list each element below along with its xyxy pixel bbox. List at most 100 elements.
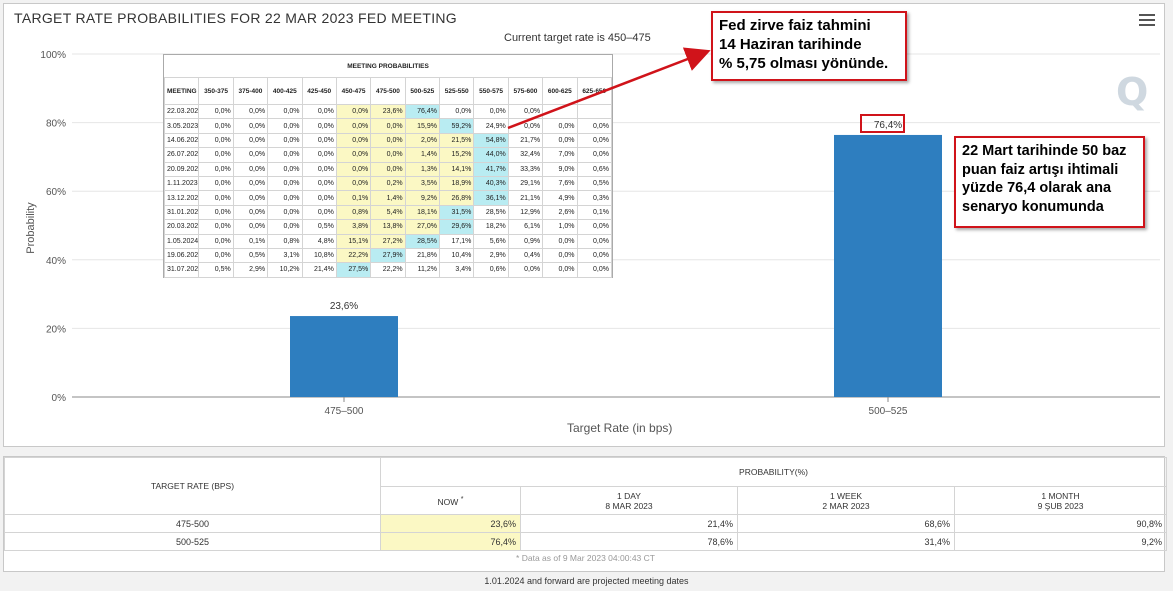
data-timestamp-note: * Data as of 9 Mar 2023 04:00:43 CT bbox=[516, 553, 655, 563]
footnote: 1.01.2024 and forward are projected meet… bbox=[484, 576, 689, 586]
cell-1day: 21,4% bbox=[520, 514, 738, 533]
chart-title: TARGET RATE PROBABILITIES FOR 22 MAR 202… bbox=[14, 10, 457, 26]
header-probability: PROBABILITY(%) bbox=[379, 457, 1168, 487]
inset-value-cell: 26,8% bbox=[438, 190, 475, 206]
callout-top-line: 14 Haziran tarihinde bbox=[719, 36, 862, 53]
inset-value-cell: 28,5% bbox=[404, 233, 441, 249]
table-row: 475-500 23,6% 21,4% 68,6% 90,8% bbox=[4, 514, 1168, 533]
callout-right-line: 22 Mart tarihinde 50 baz bbox=[962, 143, 1127, 159]
y-tick-label: 20% bbox=[46, 324, 66, 335]
inset-row: 26.07.2023 0,0% 0,0% 0,0% 0,0% 0,0% 0,0% 1,4% 15… bbox=[163, 147, 612, 163]
cell-1day: 78,6% bbox=[520, 532, 738, 551]
y-tick-label: 0% bbox=[52, 393, 67, 404]
y-tick-label: 60% bbox=[46, 187, 66, 198]
inset-header-cell: 525-550 bbox=[438, 77, 475, 105]
inset-row: 3.05.2023 0,0% 0,0% 0,0% 0,0% 0,0% 0,0% 15,9% 59… bbox=[163, 118, 612, 134]
bar-chart-plot: 0% 20% 40% 60% 80% 100% 23,6% 475–500 76,4% 500–5… bbox=[40, 50, 1160, 417]
inset-value-cell: 13,8% bbox=[370, 219, 406, 235]
inset-value-cell: 0,0% bbox=[507, 262, 544, 278]
inset-date-cell: 13.12.2023 bbox=[163, 190, 200, 206]
x-axis-title: Target Rate (in bps) bbox=[567, 421, 673, 435]
callout-top-line: Fed zirve faiz tahmini bbox=[719, 17, 871, 34]
watermark-logo: Q bbox=[1116, 70, 1149, 114]
inset-value-cell: 1,0% bbox=[542, 219, 578, 235]
inset-value-cell: 0,8% bbox=[335, 204, 372, 221]
inset-value-cell: 1,4% bbox=[404, 147, 441, 163]
inset-value-cell: 0,6% bbox=[473, 262, 509, 278]
inset-value-cell: 1,3% bbox=[404, 161, 441, 177]
inset-row: 31.07.2024 0,5% 2,9% 10,2% 21,4% 27,5% 22,2% 11… bbox=[163, 262, 612, 278]
cell-now: 76,4% bbox=[380, 532, 521, 551]
inset-value-cell: 54,8% bbox=[473, 132, 509, 149]
cell-1month: 9,2% bbox=[953, 532, 1168, 551]
inset-value-cell: 18,9% bbox=[438, 175, 475, 192]
inset-header-cell: 425-450 bbox=[301, 77, 337, 105]
probability-table: TARGET RATE (BPS) PROBABILITY(%) NOW * 1… bbox=[3, 456, 1168, 572]
bar-data-label: 76,4% bbox=[874, 120, 902, 131]
inset-row: 13.12.2023 0,0% 0,0% 0,0% 0,0% 0,1% 1,4% 9,2% 26… bbox=[163, 190, 612, 206]
inset-value-cell: 27,5% bbox=[335, 262, 372, 278]
y-tick-label: 80% bbox=[46, 119, 66, 130]
cell-rate: 500-525 bbox=[4, 532, 381, 551]
inset-value-cell: 0,0% bbox=[335, 118, 372, 134]
callout-right-line: puan faiz artışı ihtimali bbox=[962, 161, 1119, 178]
inset-value-cell: 0,0% bbox=[370, 118, 406, 134]
inset-value-cell: 44,0% bbox=[473, 147, 509, 163]
inset-value-cell: 0,0% bbox=[576, 147, 612, 163]
inset-value-cell: 14,1% bbox=[438, 161, 475, 177]
chart-subtitle: Current target rate is 450–475 bbox=[504, 32, 651, 44]
header-1week: 1 WEEK 2 MAR 2023 bbox=[737, 486, 955, 515]
cell-1week: 68,6% bbox=[737, 514, 955, 533]
inset-row: 1.05.2024 0,0% 0,1% 0,8% 4,8% 15,1% 27,2% 28,5%… bbox=[163, 233, 612, 249]
y-tick-label: 40% bbox=[46, 256, 66, 267]
hamburger-menu-icon[interactable] bbox=[1139, 14, 1155, 28]
inset-value-cell: 29,6% bbox=[438, 219, 475, 235]
bar bbox=[290, 316, 398, 397]
table-row: 500-525 76,4% 78,6% 31,4% 9,2% bbox=[4, 532, 1168, 551]
callout-main-scenario: 22 Mart tarihinde 50 baz puan faiz artış… bbox=[954, 136, 1145, 228]
header-now: NOW * bbox=[380, 486, 521, 515]
callout-right-line: yüzde 76,4 olarak ana bbox=[962, 180, 1112, 196]
cell-now: 23,6% bbox=[380, 514, 521, 533]
inset-header-cell: 600-625 bbox=[542, 77, 578, 105]
header-1day: 1 DAY 8 MAR 2023 bbox=[520, 486, 738, 515]
x-tick-label: 475–500 bbox=[325, 406, 364, 417]
inset-value-cell: 23,6% bbox=[370, 103, 406, 120]
inset-header-cell: 575-600 bbox=[507, 77, 544, 105]
inset-value-cell: 15,9% bbox=[404, 118, 441, 134]
inset-row: 20.09.2023 0,0% 0,0% 0,0% 0,0% 0,0% 0,0% 1,3% 14… bbox=[163, 161, 612, 177]
x-tick-label: 500–525 bbox=[869, 406, 908, 417]
inset-value-cell: 1,4% bbox=[370, 190, 406, 206]
y-tick-label: 100% bbox=[40, 50, 66, 61]
bar-data-label: 23,6% bbox=[330, 301, 358, 312]
inset-value-cell: 2,9% bbox=[232, 262, 269, 278]
header-1month: 1 MONTH 9 ŞUB 2023 bbox=[953, 486, 1168, 515]
inset-header-cell: 350-375 bbox=[198, 77, 234, 105]
inset-header-cell: MEETING DATE bbox=[163, 77, 200, 105]
inset-value-cell: 0,5% bbox=[198, 262, 234, 278]
cell-1month: 90,8% bbox=[953, 514, 1168, 533]
meeting-probabilities-table: MEETING PROBABILITIES MEETING DATE350-37… bbox=[163, 54, 613, 278]
inset-date-cell: 31.07.2024 bbox=[163, 262, 200, 278]
inset-value-cell: 0,2% bbox=[370, 175, 406, 192]
inset-date-cell: 26.07.2023 bbox=[163, 147, 200, 163]
callout-peak-rate: Fed zirve faiz tahmini 14 Haziran tarihi… bbox=[711, 11, 907, 81]
inset-value-cell: 40,3% bbox=[473, 175, 509, 192]
header-target-rate: TARGET RATE (BPS) bbox=[4, 457, 381, 515]
inset-value-cell: 0,0% bbox=[576, 262, 612, 278]
inset-header-cell: 550-575 bbox=[473, 77, 509, 105]
inset-row: 1.11.2023 0,0% 0,0% 0,0% 0,0% 0,0% 0,2% 3,5% 18,… bbox=[163, 175, 612, 192]
inset-value-cell: 0,0% bbox=[542, 262, 578, 278]
cell-1week: 31,4% bbox=[737, 532, 955, 551]
inset-header-cell: 500-525 bbox=[404, 77, 441, 105]
inset-row: 19.06.2024 0,0% 0,5% 3,1% 10,8% 22,2% 27,9% 21,… bbox=[163, 247, 612, 264]
cell-rate: 475-500 bbox=[4, 514, 381, 533]
inset-value-cell: 21,5% bbox=[438, 132, 475, 149]
bar bbox=[834, 134, 942, 397]
callout-top-line: % 5,75 olması yönünde. bbox=[719, 55, 889, 72]
inset-value-cell: 41,7% bbox=[473, 161, 509, 177]
callout-right-line: senaryo konumunda bbox=[962, 198, 1104, 215]
inset-value-cell: 0,0% bbox=[335, 147, 372, 163]
inset-row: 31.01.2024 0,0% 0,0% 0,0% 0,0% 0,8% 5,4% 18,1% 3… bbox=[163, 204, 612, 221]
